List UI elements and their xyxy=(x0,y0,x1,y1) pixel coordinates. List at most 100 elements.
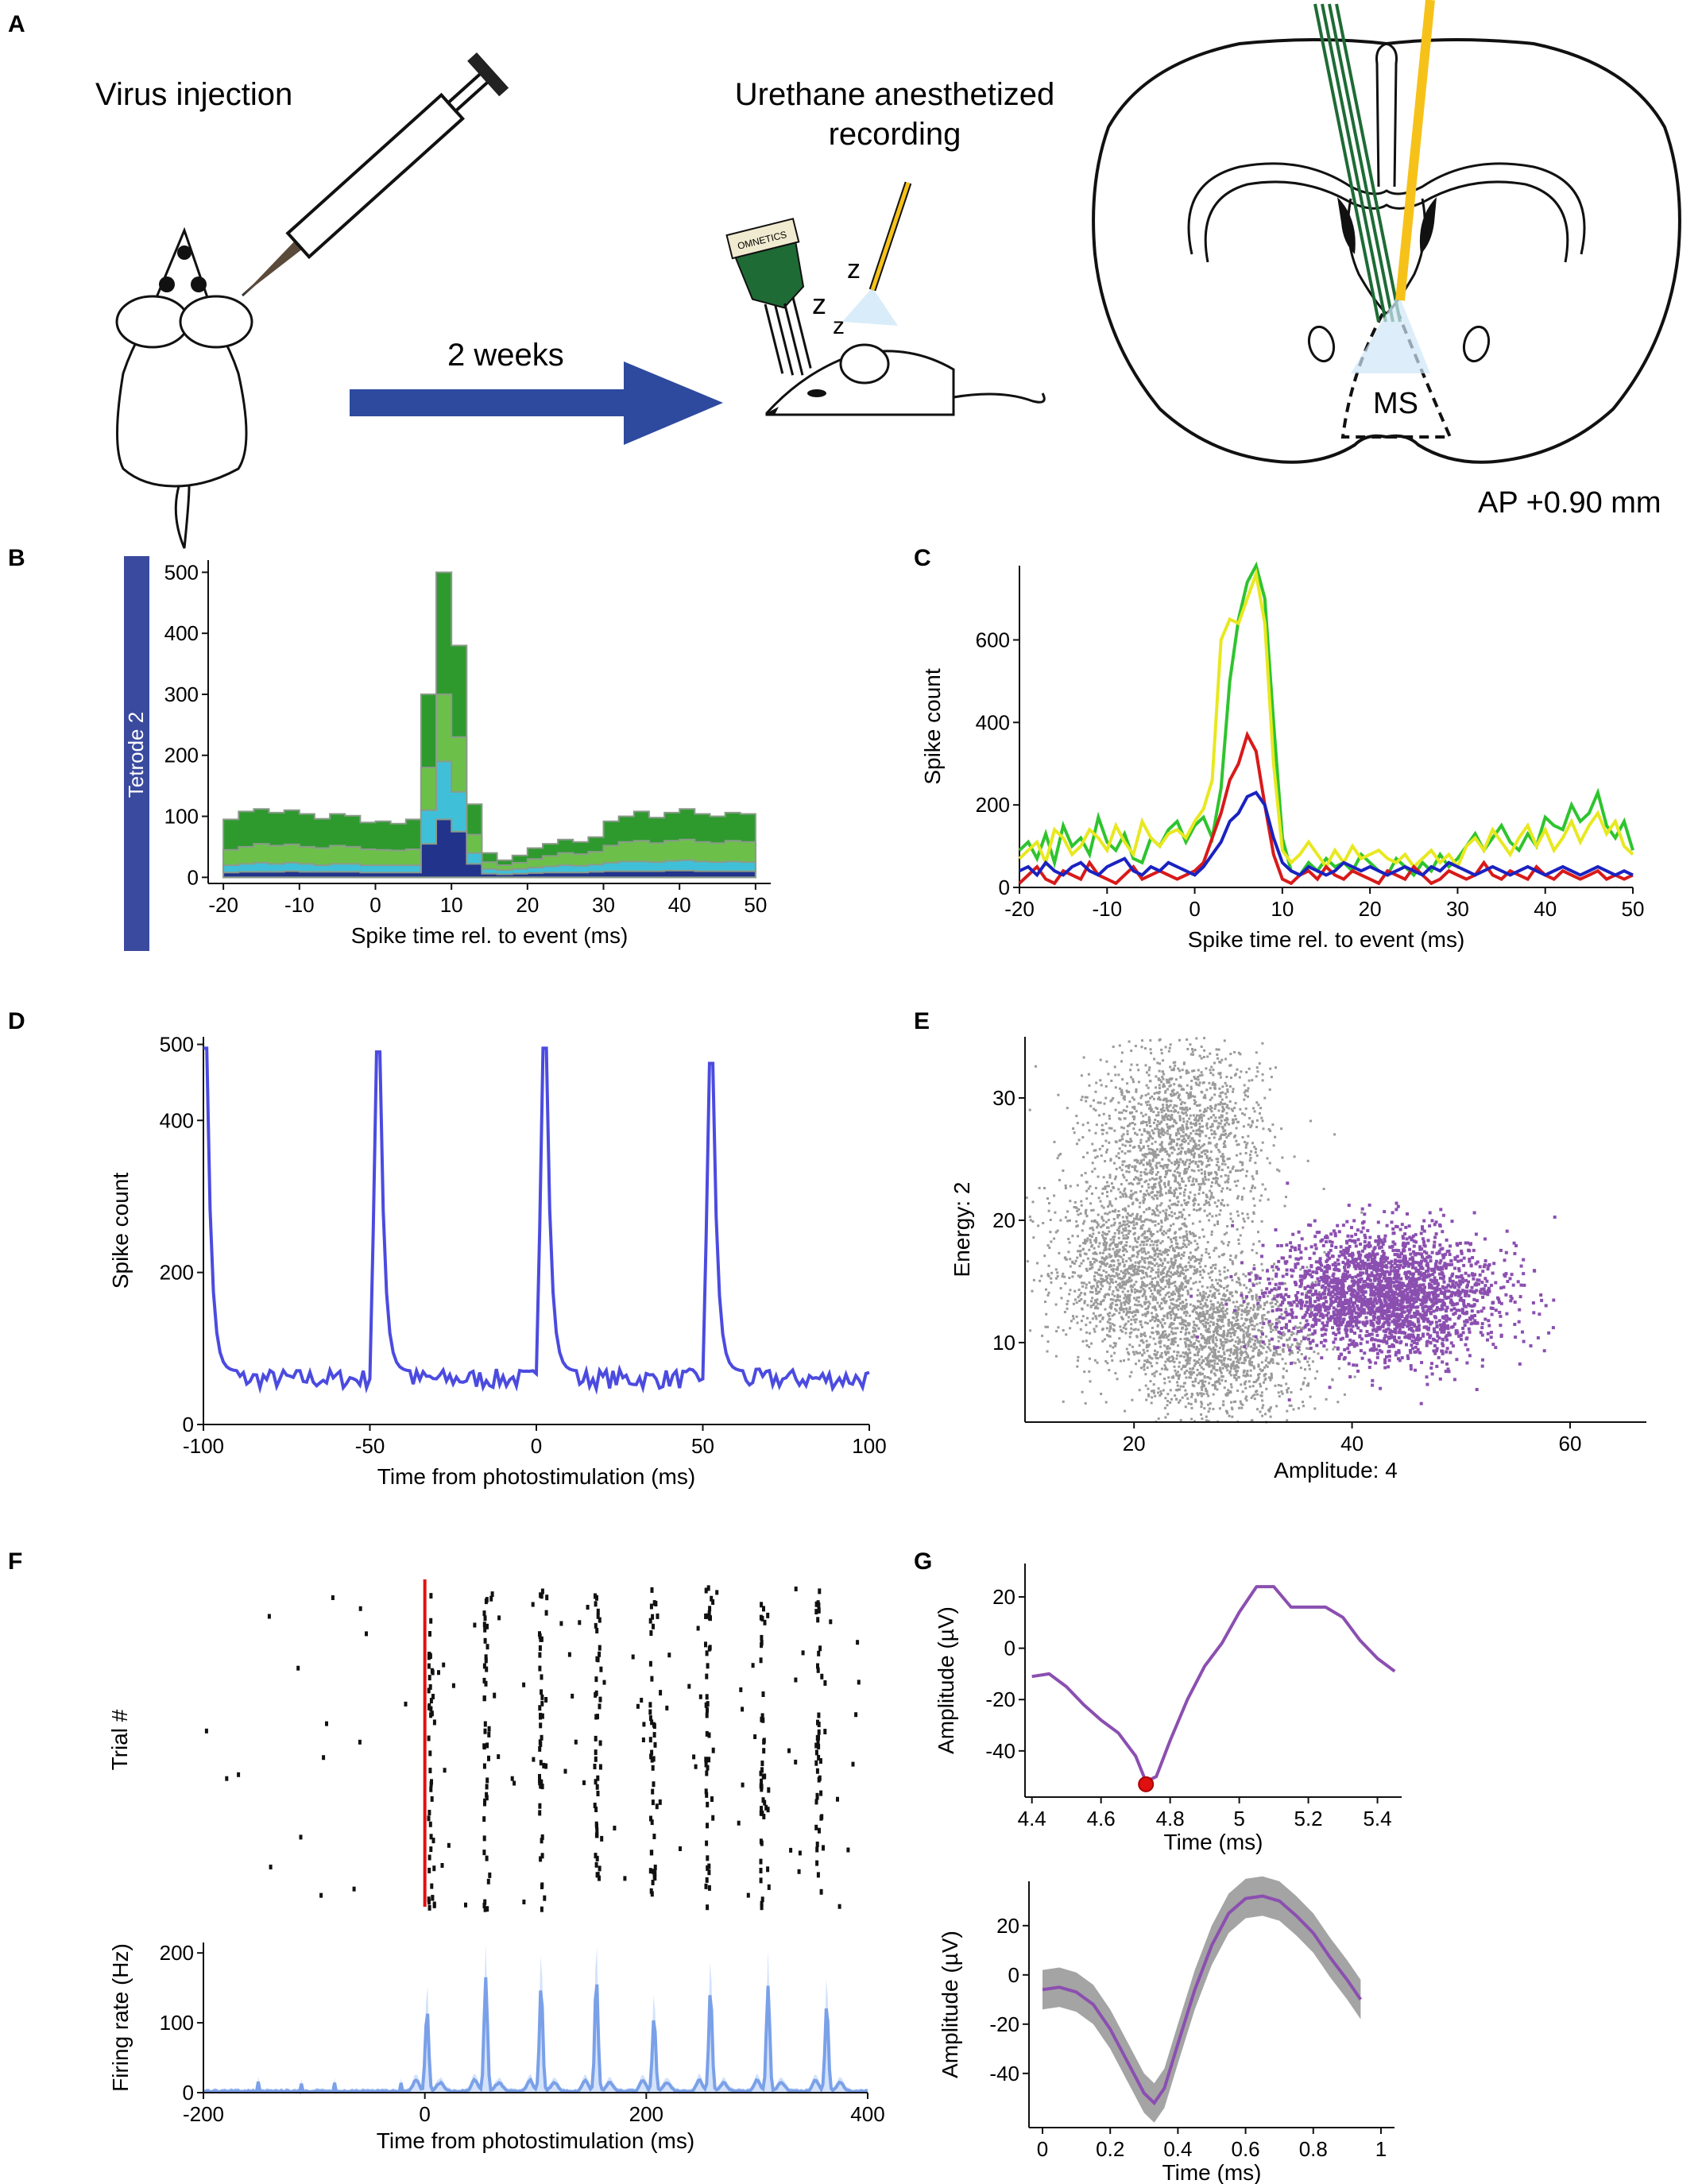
scatter-point xyxy=(1224,1340,1227,1343)
scatter-point xyxy=(1095,1317,1098,1320)
scatter-point xyxy=(1127,1236,1130,1239)
scatter-point xyxy=(1080,1204,1083,1207)
scatter-point xyxy=(1170,1192,1173,1194)
scatter-point xyxy=(1193,1183,1195,1186)
scatter-point xyxy=(1201,1379,1204,1382)
scatter-point xyxy=(1226,1332,1229,1335)
scatter-point xyxy=(1166,1126,1170,1128)
scatter-point xyxy=(1195,1180,1198,1183)
scatter-point xyxy=(1139,1351,1142,1355)
scatter-point xyxy=(1166,1169,1170,1172)
scatter-point xyxy=(1450,1274,1454,1278)
scatter-point xyxy=(1217,1165,1220,1169)
scatter-point xyxy=(1224,1299,1228,1302)
eye-icon xyxy=(159,276,175,292)
scatter-point xyxy=(1090,1245,1093,1248)
scatter-point xyxy=(1378,1348,1382,1352)
tetrode-side-label: Tetrode 2 xyxy=(124,712,148,798)
scatter-point xyxy=(1210,1096,1213,1100)
scatter-point xyxy=(1118,1248,1121,1251)
scatter-point xyxy=(1220,1175,1223,1178)
scatter-point xyxy=(1253,1186,1256,1189)
scatter-point xyxy=(1206,1055,1209,1058)
scatter-point xyxy=(1211,1312,1214,1316)
scatter-point xyxy=(1148,1159,1151,1162)
scatter-point xyxy=(1120,1051,1124,1054)
scatter-point xyxy=(1144,1218,1147,1221)
scatter-point xyxy=(1139,1103,1143,1106)
scatter-point xyxy=(1241,1390,1244,1394)
scatter-point xyxy=(1180,1367,1183,1370)
scatter-point xyxy=(1108,1115,1111,1117)
scatter-point xyxy=(1094,1241,1097,1244)
scatter-point xyxy=(1240,1406,1244,1409)
implanted-tetrodes-icon xyxy=(1313,3,1402,323)
scatter-point xyxy=(1199,1320,1202,1324)
scatter-point xyxy=(1185,1126,1188,1129)
scatter-point xyxy=(1100,1281,1103,1284)
scatter-point xyxy=(1231,1294,1234,1297)
scatter-point xyxy=(1244,1089,1247,1092)
scatter-point xyxy=(1218,1213,1221,1216)
scatter-point xyxy=(1156,1324,1159,1327)
scatter-point xyxy=(1155,1156,1158,1159)
scatter-point xyxy=(1143,1235,1147,1239)
scatter-point xyxy=(1215,1214,1218,1217)
scatter-point xyxy=(1250,1396,1253,1399)
scatter-point xyxy=(1098,1114,1100,1117)
scatter-point xyxy=(1283,1204,1286,1208)
scatter-point xyxy=(1170,1238,1172,1241)
scatter-point xyxy=(1095,1259,1098,1262)
scatter-point xyxy=(1226,1179,1229,1182)
scatter-point xyxy=(1231,1260,1234,1263)
scatter-point xyxy=(1127,1204,1130,1208)
scatter-point xyxy=(1175,1357,1178,1360)
scatter-point xyxy=(1160,1048,1163,1051)
scatter-point xyxy=(1162,1085,1165,1088)
x-tick-label: -10 xyxy=(284,893,315,917)
scatter-point xyxy=(1205,1387,1207,1390)
scatter-point xyxy=(1123,1095,1126,1098)
scatter-point xyxy=(1194,1398,1197,1401)
scatter-point xyxy=(1253,1394,1256,1397)
scatter-point xyxy=(1178,1272,1182,1275)
scatter-point xyxy=(1244,1107,1247,1110)
scatter-point xyxy=(1467,1280,1470,1284)
scatter-point xyxy=(1178,1305,1181,1308)
scatter-point xyxy=(1210,1110,1213,1113)
scatter-point xyxy=(1209,1105,1213,1107)
scatter-point xyxy=(1108,1282,1111,1285)
scatter-point xyxy=(1247,1312,1250,1315)
scatter-point xyxy=(1179,1331,1182,1333)
scatter-point xyxy=(1170,1355,1174,1358)
scatter-point xyxy=(1172,1303,1175,1306)
scatter-point xyxy=(1152,1243,1155,1247)
scatter-point xyxy=(1161,1076,1164,1078)
scatter-point xyxy=(1508,1277,1512,1281)
scatter-point xyxy=(1167,1158,1170,1162)
scatter-point xyxy=(1255,1297,1258,1300)
scatter-point xyxy=(1220,1297,1223,1301)
scatter-point xyxy=(1221,1158,1224,1161)
scatter-point xyxy=(1239,1356,1242,1359)
scatter-point xyxy=(1071,1271,1074,1274)
scatter-point xyxy=(1188,1135,1191,1138)
scatter-point xyxy=(1232,1122,1234,1125)
scatter-point xyxy=(1050,1281,1053,1284)
scatter-point xyxy=(1228,1132,1231,1135)
scatter-point xyxy=(1169,1137,1171,1140)
scatter-point xyxy=(1094,1090,1097,1093)
scatter-point xyxy=(1091,1170,1094,1173)
scatter-point xyxy=(1156,1315,1159,1318)
scatter-point xyxy=(1128,1308,1131,1311)
scatter-point xyxy=(1085,1208,1088,1212)
scatter-point xyxy=(1201,1307,1204,1310)
scatter-point xyxy=(1128,1306,1131,1309)
scatter-point xyxy=(1050,1240,1053,1243)
scatter-point xyxy=(1119,1277,1122,1280)
scatter-point xyxy=(1167,1204,1170,1208)
scatter-point xyxy=(1280,1390,1283,1393)
scatter-point xyxy=(1247,1330,1249,1333)
scatter-point xyxy=(1184,1188,1187,1191)
scatter-point xyxy=(1112,1346,1115,1349)
